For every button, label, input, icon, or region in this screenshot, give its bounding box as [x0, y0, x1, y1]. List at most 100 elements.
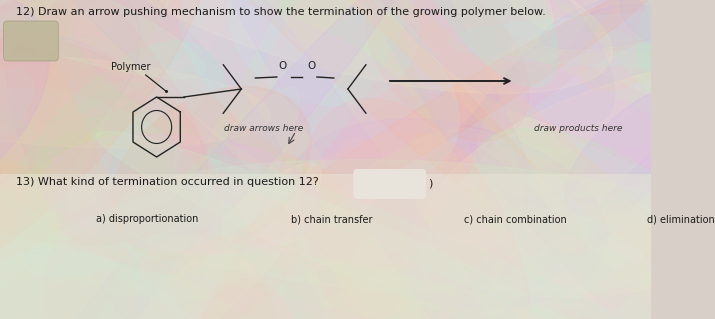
Ellipse shape: [117, 234, 628, 319]
Ellipse shape: [0, 88, 208, 238]
Ellipse shape: [327, 138, 405, 319]
Ellipse shape: [0, 0, 360, 319]
FancyBboxPatch shape: [353, 169, 426, 199]
Ellipse shape: [16, 78, 183, 281]
Ellipse shape: [302, 99, 531, 319]
Ellipse shape: [422, 56, 715, 297]
Ellipse shape: [0, 0, 202, 131]
Text: 13) What kind of termination occurred in question 12?: 13) What kind of termination occurred in…: [16, 177, 319, 187]
Ellipse shape: [351, 238, 569, 319]
Text: O: O: [278, 61, 287, 71]
Ellipse shape: [0, 103, 58, 319]
Ellipse shape: [483, 202, 715, 319]
Ellipse shape: [649, 35, 715, 130]
Ellipse shape: [488, 0, 636, 148]
Ellipse shape: [0, 196, 301, 319]
Ellipse shape: [79, 191, 608, 319]
Ellipse shape: [0, 249, 223, 319]
Ellipse shape: [469, 144, 715, 319]
Ellipse shape: [227, 0, 657, 253]
Ellipse shape: [25, 114, 114, 224]
Text: d) elimination: d) elimination: [646, 214, 714, 224]
Ellipse shape: [232, 129, 523, 319]
Ellipse shape: [0, 30, 207, 245]
Ellipse shape: [73, 0, 418, 161]
Ellipse shape: [0, 0, 217, 65]
Text: draw arrows here: draw arrows here: [225, 124, 304, 133]
Ellipse shape: [471, 129, 715, 319]
Ellipse shape: [529, 309, 613, 319]
Ellipse shape: [578, 0, 715, 91]
Ellipse shape: [260, 0, 710, 292]
Text: O: O: [307, 61, 315, 71]
Ellipse shape: [99, 184, 250, 302]
Ellipse shape: [498, 56, 715, 289]
Text: a) disproportionation: a) disproportionation: [96, 214, 198, 224]
Ellipse shape: [0, 226, 279, 319]
Ellipse shape: [0, 0, 222, 273]
Ellipse shape: [0, 0, 203, 304]
Ellipse shape: [0, 55, 270, 148]
Ellipse shape: [111, 257, 684, 319]
Text: b) chain transfer: b) chain transfer: [292, 214, 373, 224]
Text: draw products here: draw products here: [534, 124, 623, 133]
Ellipse shape: [0, 87, 300, 319]
Ellipse shape: [114, 231, 600, 269]
Ellipse shape: [345, 0, 562, 201]
Ellipse shape: [89, 0, 612, 93]
Ellipse shape: [282, 94, 528, 319]
Ellipse shape: [0, 0, 343, 319]
Ellipse shape: [0, 158, 26, 248]
Ellipse shape: [509, 0, 621, 72]
Ellipse shape: [294, 143, 715, 319]
Ellipse shape: [414, 148, 715, 319]
Ellipse shape: [7, 35, 431, 319]
Ellipse shape: [117, 160, 715, 295]
Ellipse shape: [97, 131, 601, 319]
Ellipse shape: [104, 0, 586, 256]
Ellipse shape: [541, 0, 715, 49]
Ellipse shape: [113, 227, 329, 319]
Ellipse shape: [526, 0, 650, 17]
Ellipse shape: [0, 0, 49, 219]
Ellipse shape: [460, 0, 553, 29]
Ellipse shape: [79, 228, 277, 319]
Ellipse shape: [345, 189, 715, 286]
Ellipse shape: [425, 145, 691, 319]
Ellipse shape: [24, 174, 295, 276]
Ellipse shape: [191, 132, 616, 319]
Ellipse shape: [489, 0, 715, 176]
Ellipse shape: [493, 205, 715, 319]
Ellipse shape: [409, 33, 715, 319]
Ellipse shape: [588, 97, 715, 246]
Ellipse shape: [0, 254, 50, 319]
Ellipse shape: [0, 0, 98, 319]
Ellipse shape: [43, 134, 320, 254]
Ellipse shape: [207, 154, 710, 319]
Ellipse shape: [130, 163, 321, 319]
Ellipse shape: [16, 0, 410, 319]
Ellipse shape: [0, 0, 204, 79]
Ellipse shape: [194, 279, 303, 319]
Ellipse shape: [72, 0, 235, 81]
Ellipse shape: [621, 0, 715, 50]
FancyBboxPatch shape: [0, 174, 651, 319]
Ellipse shape: [227, 0, 418, 106]
Ellipse shape: [406, 0, 558, 87]
Ellipse shape: [0, 0, 55, 34]
Ellipse shape: [525, 154, 715, 319]
Ellipse shape: [0, 0, 80, 193]
Ellipse shape: [350, 0, 615, 127]
Ellipse shape: [405, 0, 715, 112]
Ellipse shape: [0, 70, 34, 243]
Ellipse shape: [350, 0, 715, 214]
Text: c) chain combination: c) chain combination: [465, 214, 567, 224]
Ellipse shape: [43, 0, 337, 319]
Ellipse shape: [0, 167, 77, 219]
Ellipse shape: [0, 41, 228, 319]
Text: 12) Draw an arrow pushing mechanism to show the termination of the growing polym: 12) Draw an arrow pushing mechanism to s…: [16, 7, 546, 17]
Ellipse shape: [565, 81, 715, 216]
Ellipse shape: [219, 263, 420, 319]
Ellipse shape: [111, 87, 311, 259]
Ellipse shape: [29, 130, 197, 295]
